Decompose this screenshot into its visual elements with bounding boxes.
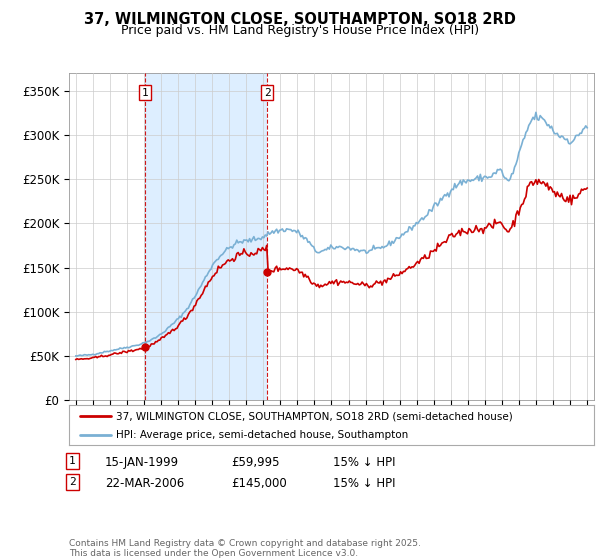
Text: Price paid vs. HM Land Registry's House Price Index (HPI): Price paid vs. HM Land Registry's House … — [121, 24, 479, 37]
Text: 1: 1 — [142, 87, 148, 97]
Text: HPI: Average price, semi-detached house, Southampton: HPI: Average price, semi-detached house,… — [116, 430, 409, 440]
Text: 1: 1 — [69, 456, 76, 466]
Text: 37, WILMINGTON CLOSE, SOUTHAMPTON, SO18 2RD: 37, WILMINGTON CLOSE, SOUTHAMPTON, SO18 … — [84, 12, 516, 27]
Bar — [145, 73, 267, 400]
Text: 15% ↓ HPI: 15% ↓ HPI — [333, 477, 395, 490]
Text: £145,000: £145,000 — [231, 477, 287, 490]
Text: £59,995: £59,995 — [231, 456, 280, 469]
Text: Contains HM Land Registry data © Crown copyright and database right 2025.
This d: Contains HM Land Registry data © Crown c… — [69, 539, 421, 558]
Text: 37, WILMINGTON CLOSE, SOUTHAMPTON, SO18 2RD (semi-detached house): 37, WILMINGTON CLOSE, SOUTHAMPTON, SO18 … — [116, 411, 513, 421]
Text: 15% ↓ HPI: 15% ↓ HPI — [333, 456, 395, 469]
Text: 22-MAR-2006: 22-MAR-2006 — [105, 477, 184, 490]
Text: 2: 2 — [263, 87, 271, 97]
Text: 2: 2 — [69, 477, 76, 487]
Text: 15-JAN-1999: 15-JAN-1999 — [105, 456, 179, 469]
